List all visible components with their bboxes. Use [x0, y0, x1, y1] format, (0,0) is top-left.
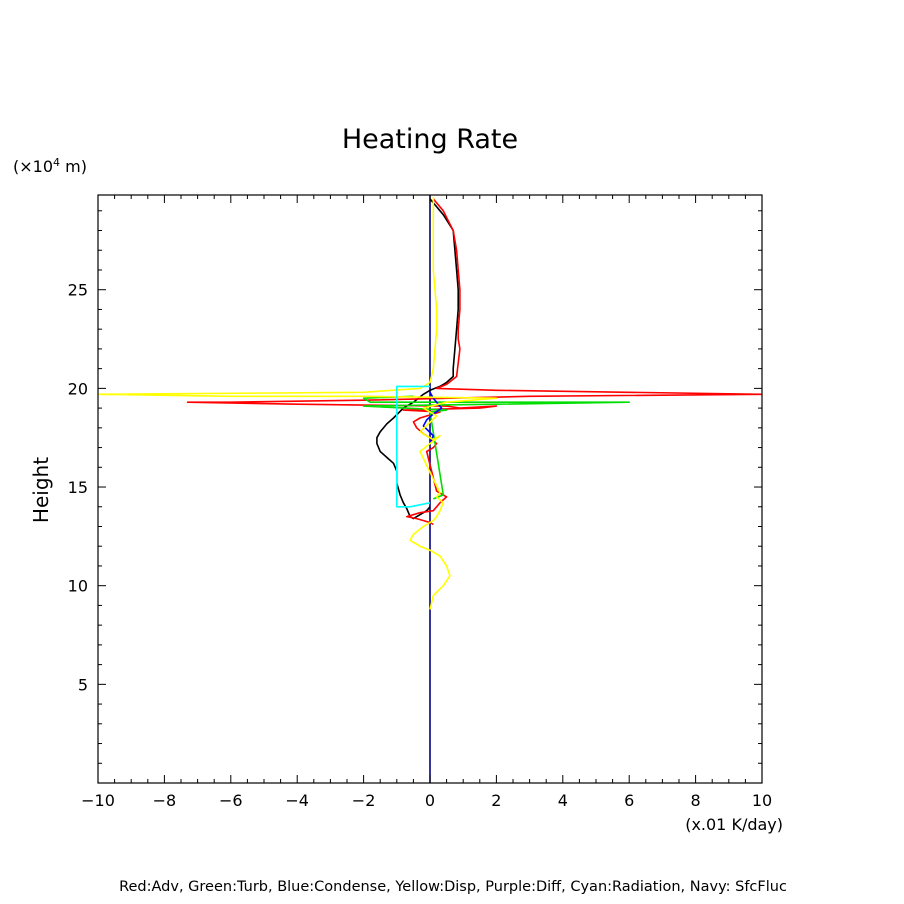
y-tick-label: 25: [68, 281, 88, 300]
x-tick-label: 6: [624, 791, 634, 810]
series-line-1: [376, 198, 460, 520]
series-line-5: [98, 197, 498, 610]
plot-area: −10 −8 −6 −4 −2 0 2 4 6 8 10 5 10 15 20 25: [68, 194, 772, 810]
x-tick-label: 0: [425, 791, 435, 810]
x-tick-label: −10: [81, 791, 115, 810]
y-tick-label: 10: [68, 577, 88, 596]
y-tick-label: 5: [78, 675, 88, 694]
y-axis-unit-label: (×104 m): [13, 156, 87, 176]
series-line-2: [186, 198, 762, 526]
chart-title: Heating Rate: [342, 124, 518, 155]
x-tick-label: −4: [285, 791, 309, 810]
x-tick-label: −2: [352, 791, 376, 810]
y-tick-label: 20: [68, 379, 88, 398]
x-tick-label: −6: [219, 791, 243, 810]
x-tick-label: 4: [558, 791, 568, 810]
x-tick-label: 2: [491, 791, 501, 810]
series-legend-caption: Red:Adv, Green:Turb, Blue:Condense, Yell…: [119, 879, 787, 895]
y-tick-label: 15: [68, 478, 88, 497]
x-tick-label: −8: [153, 791, 177, 810]
y-axis-label: Height: [29, 457, 53, 523]
x-tick-label: 8: [691, 791, 701, 810]
x-tick-label: 10: [752, 791, 772, 810]
x-axis-unit-label: (x.01 K/day): [685, 815, 783, 834]
series-line-6: [395, 385, 431, 508]
